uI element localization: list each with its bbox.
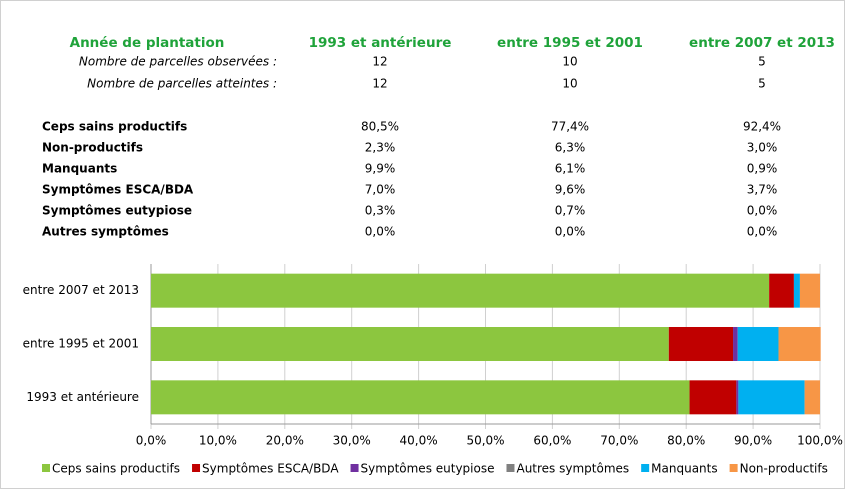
row-value: 0,7%	[555, 204, 586, 218]
row-value: 92,4%	[743, 120, 781, 134]
bar-segment	[793, 273, 800, 308]
count-label: Nombre de parcelles atteintes :	[87, 77, 277, 91]
legend-swatch	[42, 464, 50, 472]
x-tick-label: 60,0%	[533, 434, 571, 448]
row-label: Manquants	[42, 162, 117, 176]
bar-segment	[151, 273, 770, 308]
x-tick-label: 0,0%	[136, 434, 167, 448]
bar-segment	[151, 380, 690, 415]
row-value: 3,7%	[747, 183, 778, 197]
row-label: Non-productifs	[42, 141, 143, 155]
count-value: 5	[758, 77, 766, 91]
x-tick-label: 10,0%	[199, 434, 237, 448]
x-tick-label: 30,0%	[333, 434, 371, 448]
count-value: 10	[562, 77, 577, 91]
row-value: 80,5%	[361, 120, 399, 134]
count-value: 12	[372, 55, 387, 69]
row-value: 0,0%	[555, 225, 586, 239]
bar-segment	[151, 327, 669, 361]
x-tick-label: 90,0%	[734, 434, 772, 448]
bar-segment	[769, 273, 794, 308]
row-value: 0,3%	[365, 204, 396, 218]
row-value: 0,0%	[747, 204, 778, 218]
row-value: 0,0%	[365, 225, 396, 239]
table-header: Année de plantation	[70, 35, 225, 51]
legend-label: Symptômes ESCA/BDA	[202, 462, 339, 476]
legend-swatch	[506, 464, 515, 472]
row-label: Ceps sains productifs	[42, 120, 187, 134]
row-value: 7,0%	[365, 183, 396, 197]
bar-segment	[737, 327, 779, 361]
row-label: Symptômes ESCA/BDA	[42, 183, 194, 197]
bar-segment	[799, 273, 820, 308]
x-tick-label: 40,0%	[400, 434, 438, 448]
bar-segment	[733, 327, 738, 361]
table-header: entre 1995 et 2001	[497, 35, 643, 51]
y-tick-label: entre 1995 et 2001	[23, 337, 139, 351]
y-tick-label: entre 2007 et 2013	[23, 283, 139, 297]
count-value: 12	[372, 77, 387, 91]
legend-swatch	[729, 464, 738, 472]
bar-segment	[668, 327, 734, 361]
legend-swatch	[350, 464, 359, 472]
bar-segment	[804, 380, 820, 415]
legend-label: Autres symptômes	[516, 462, 629, 476]
y-tick-label: 1993 et antérieure	[26, 390, 139, 404]
row-label: Autres symptômes	[42, 225, 169, 239]
count-value: 5	[758, 55, 766, 69]
bar-segment	[738, 380, 805, 415]
row-value: 9,6%	[555, 183, 586, 197]
table-header: 1993 et antérieure	[309, 35, 452, 51]
x-tick-label: 70,0%	[600, 434, 638, 448]
count-label: Nombre de parcelles observées :	[79, 55, 277, 69]
row-value: 6,3%	[555, 141, 586, 155]
x-tick-label: 20,0%	[266, 434, 304, 448]
legend-label: Non-productifs	[740, 462, 828, 476]
x-tick-label: 80,0%	[667, 434, 705, 448]
bar-segment	[689, 380, 737, 415]
x-tick-label: 50,0%	[466, 434, 504, 448]
legend-label: Ceps sains productifs	[52, 462, 180, 476]
row-value: 0,0%	[747, 225, 778, 239]
legend-label: Symptômes eutypiose	[361, 462, 495, 476]
legend-label: Manquants	[651, 462, 717, 476]
x-tick-label: 100,0%	[797, 434, 843, 448]
row-value: 9,9%	[365, 162, 396, 176]
row-value: 0,9%	[747, 162, 778, 176]
row-value: 6,1%	[555, 162, 586, 176]
row-value: 77,4%	[551, 120, 589, 134]
legend-swatch	[192, 464, 201, 472]
legend-swatch	[641, 464, 650, 472]
row-value: 2,3%	[365, 141, 396, 155]
bar-segment	[736, 380, 739, 415]
row-value: 3,0%	[747, 141, 778, 155]
count-value: 10	[562, 55, 577, 69]
bar-segment	[778, 327, 821, 361]
row-label: Symptômes eutypiose	[42, 204, 192, 218]
table-header: entre 2007 et 2013	[689, 35, 835, 51]
